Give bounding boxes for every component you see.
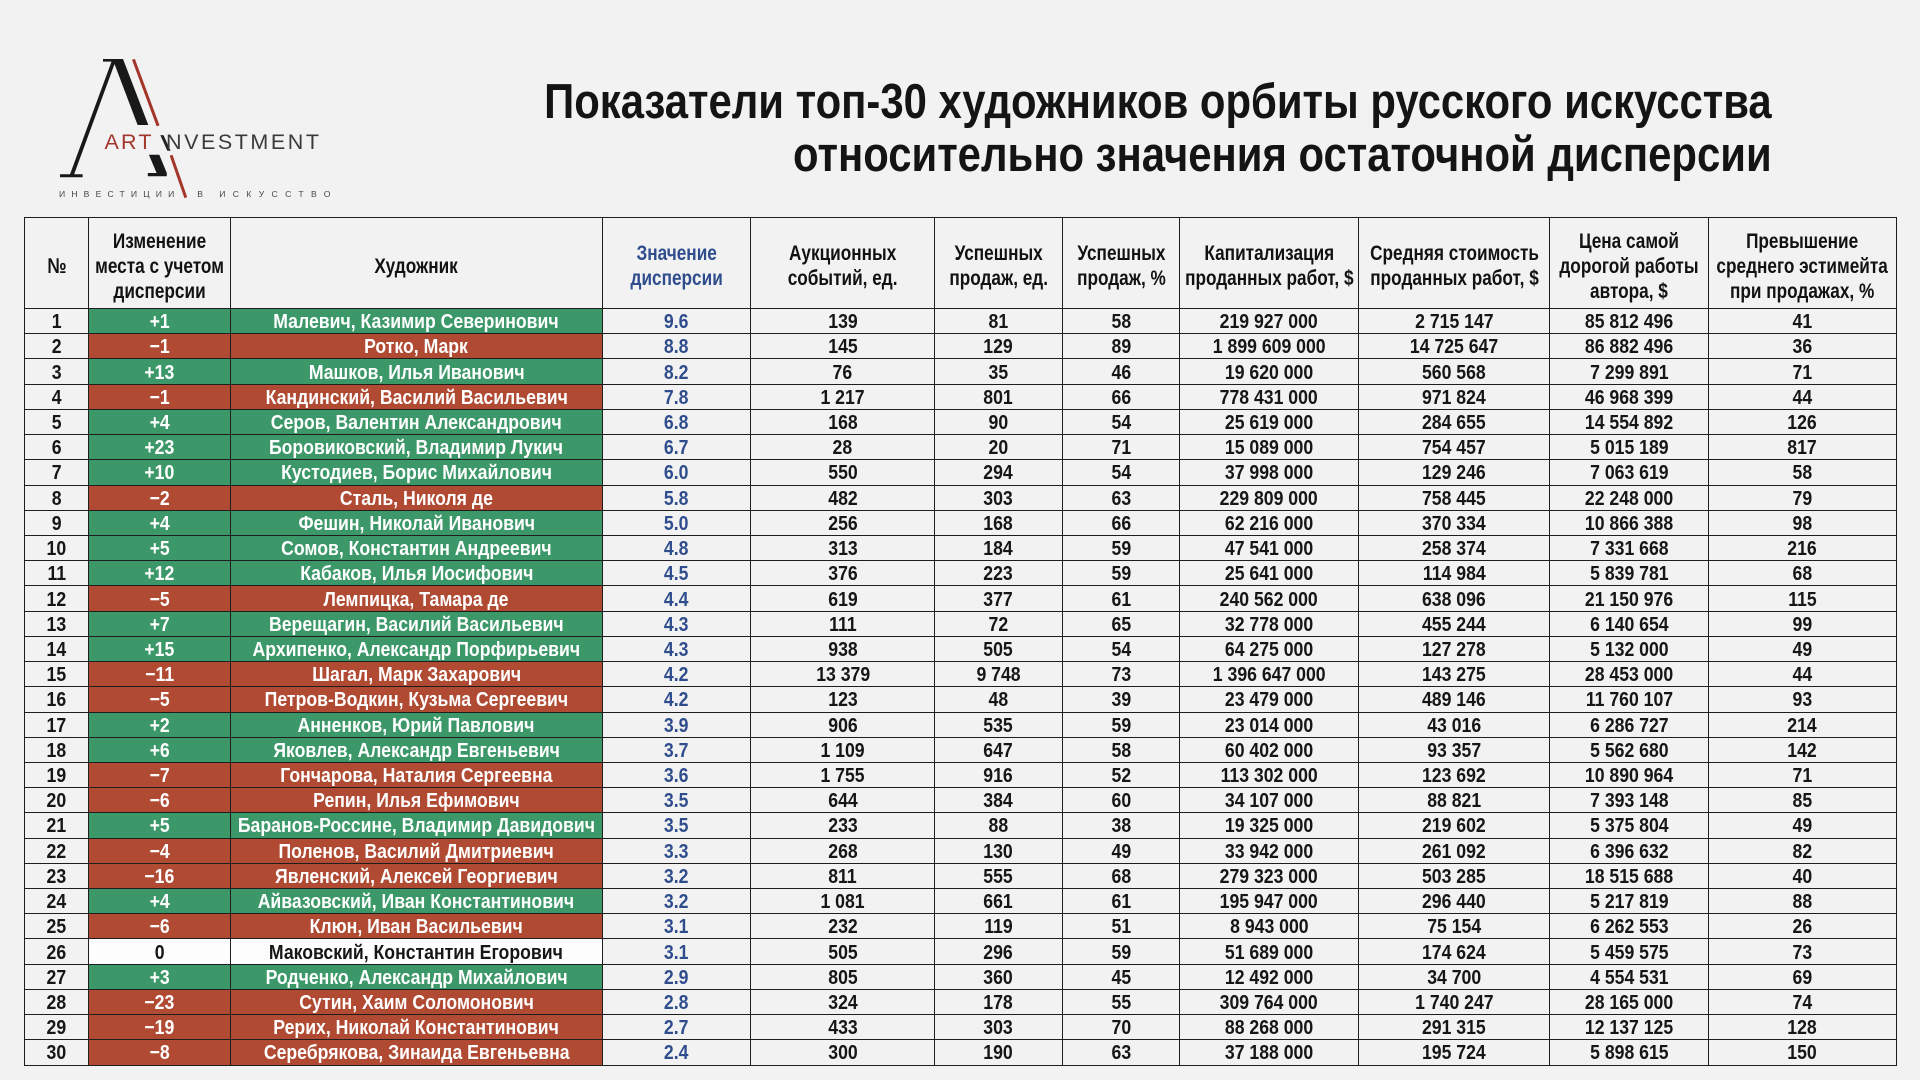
svg-text:В: В [197, 189, 209, 199]
svg-text:ИСКУССТВО: ИСКУССТВО [219, 189, 338, 199]
svg-text:ART: ART [105, 130, 154, 154]
svg-text:NVESTMENT: NVESTMENT [166, 130, 322, 154]
svg-text:ИНВЕСТИЦИИ: ИНВЕСТИЦИИ [59, 189, 180, 199]
